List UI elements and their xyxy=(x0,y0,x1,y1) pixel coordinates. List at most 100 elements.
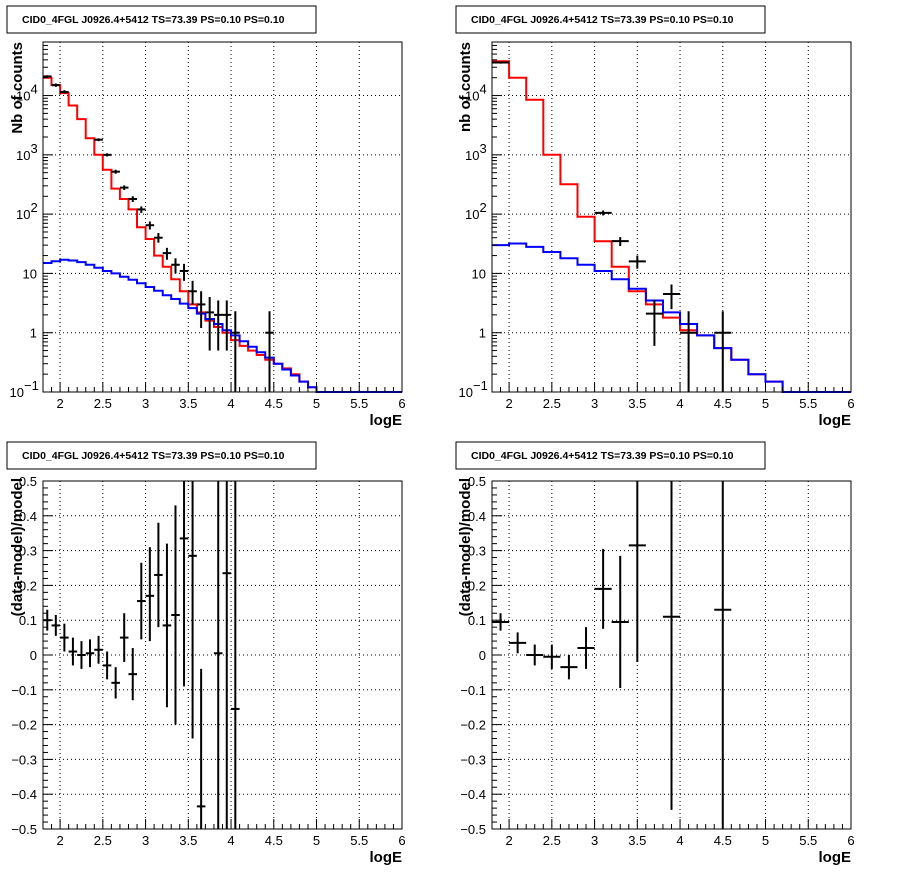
series-model-background xyxy=(43,258,402,393)
data-point xyxy=(594,210,612,216)
plot-frame xyxy=(491,41,852,393)
x-tick-label: 4.5 xyxy=(265,833,283,848)
data-point xyxy=(51,83,61,87)
data-point xyxy=(509,632,527,654)
data-point xyxy=(680,311,698,392)
data-point xyxy=(628,481,646,662)
y-tick-label: −0.3 xyxy=(460,752,486,767)
y-tick-exponent: 2 xyxy=(480,200,487,215)
data-point xyxy=(196,291,206,329)
title-box xyxy=(6,441,317,470)
data-point xyxy=(714,481,732,829)
x-tick-label: 5 xyxy=(762,833,769,848)
data-point xyxy=(171,258,180,274)
data-point xyxy=(51,614,61,636)
y-tick-label: 0.4 xyxy=(468,509,486,524)
x-tick-label: 4 xyxy=(676,833,683,848)
data-point xyxy=(137,206,146,213)
y-tick-label: 0.5 xyxy=(19,474,37,489)
y-axis-label: (data-model)/model xyxy=(457,478,474,616)
y-tick-label: 10 xyxy=(23,266,37,281)
x-tick-label: 2 xyxy=(505,396,512,411)
x-tick-label: 5 xyxy=(762,396,769,411)
x-tick-label: 4 xyxy=(227,396,234,411)
data-point xyxy=(645,299,663,346)
data-point xyxy=(611,237,629,247)
plot-frame xyxy=(42,480,403,830)
y-tick-base: 10 xyxy=(465,207,479,222)
y-tick-label: 0.5 xyxy=(468,474,486,489)
x-tick-label: 6 xyxy=(847,833,854,848)
axes: 2 2.5 3 3.5 4 4.5 5 5.5 6 −0.5 −0.4 −0.3 −0.2 −0.1 0 0.… xyxy=(460,474,854,848)
y-tick-exponent: 3 xyxy=(31,141,38,156)
y-tick-label: −0.1 xyxy=(460,683,486,698)
data-point xyxy=(85,639,95,668)
axes: 2 2.5 3 3.5 4 4.5 5 5.5 6 −0.5 −0.4 −0.3 −0.2 −0.1 0 0.… xyxy=(11,474,405,848)
grid xyxy=(492,42,851,392)
x-tick-label: 6 xyxy=(398,396,405,411)
y-tick-label: −0.2 xyxy=(11,718,37,733)
x-tick-label: 2 xyxy=(505,833,512,848)
x-tick-label: 4 xyxy=(227,833,234,848)
chart-title: CID0_4FGL J0926.4+5412 TS=73.39 PS=0.10 … xyxy=(471,14,734,26)
data-point xyxy=(60,623,69,652)
y-tick-exponent: 3 xyxy=(480,141,487,156)
data-point xyxy=(611,555,629,689)
y-tick-label: −0.4 xyxy=(11,787,37,802)
panel-residual-left: CID0_4FGL J0926.4+5412 TS=73.39 PS=0.10 … xyxy=(6,441,406,866)
x-tick-label: 5 xyxy=(313,396,320,411)
y-tick-exponent: −1 xyxy=(24,378,39,393)
x-tick-label: 2 xyxy=(56,833,63,848)
data-point xyxy=(179,263,189,281)
data-point xyxy=(213,300,223,351)
data-point xyxy=(102,153,112,157)
y-tick-label: 0.3 xyxy=(19,544,37,559)
plot-area xyxy=(492,481,732,829)
data-point xyxy=(205,297,214,351)
y-tick-label: −0.1 xyxy=(11,683,37,698)
y-tick-base: 10 xyxy=(465,148,479,163)
y-tick-exponent: 2 xyxy=(31,200,38,215)
data-point xyxy=(111,667,120,699)
data-point xyxy=(94,635,103,664)
y-tick-exponent: −1 xyxy=(473,378,488,393)
series-model-background xyxy=(492,242,851,393)
x-tick-label: 2.5 xyxy=(543,396,561,411)
data-point xyxy=(662,284,681,310)
panel-spectrum-right: CID0_4FGL J0926.4+5412 TS=73.39 PS=0.10 … xyxy=(455,5,855,429)
data-point xyxy=(577,627,595,669)
data-point xyxy=(560,655,578,680)
data-point xyxy=(628,255,646,269)
chart-title: CID0_4FGL J0926.4+5412 TS=73.39 PS=0.10 … xyxy=(471,450,734,462)
plot-area xyxy=(43,481,240,829)
x-tick-label: 6 xyxy=(847,396,854,411)
x-axis-label: logE xyxy=(370,412,403,429)
data-point xyxy=(162,543,172,708)
data-point xyxy=(145,547,155,642)
data-point xyxy=(188,481,197,739)
x-tick-label: 5.5 xyxy=(350,833,368,848)
x-tick-label: 3.5 xyxy=(628,833,646,848)
x-tick-label: 2.5 xyxy=(543,833,561,848)
plot-area xyxy=(492,60,851,393)
title-box xyxy=(455,441,766,470)
series-model-total xyxy=(492,60,851,393)
x-tick-label: 3.5 xyxy=(628,396,646,411)
title-box xyxy=(455,5,766,34)
data-point xyxy=(222,300,232,351)
data-point xyxy=(526,644,544,666)
data-point xyxy=(111,169,120,174)
x-tick-label: 3 xyxy=(142,396,149,411)
data-point xyxy=(119,613,129,662)
x-tick-label: 5 xyxy=(313,833,320,848)
data-point xyxy=(128,196,138,203)
y-tick-label: 0.2 xyxy=(468,578,486,593)
y-tick-label: 0 xyxy=(479,648,486,663)
y-tick-label: −0.5 xyxy=(11,822,37,837)
data-point xyxy=(714,311,732,392)
data-point xyxy=(94,138,103,142)
y-tick-base: 10 xyxy=(459,385,473,400)
